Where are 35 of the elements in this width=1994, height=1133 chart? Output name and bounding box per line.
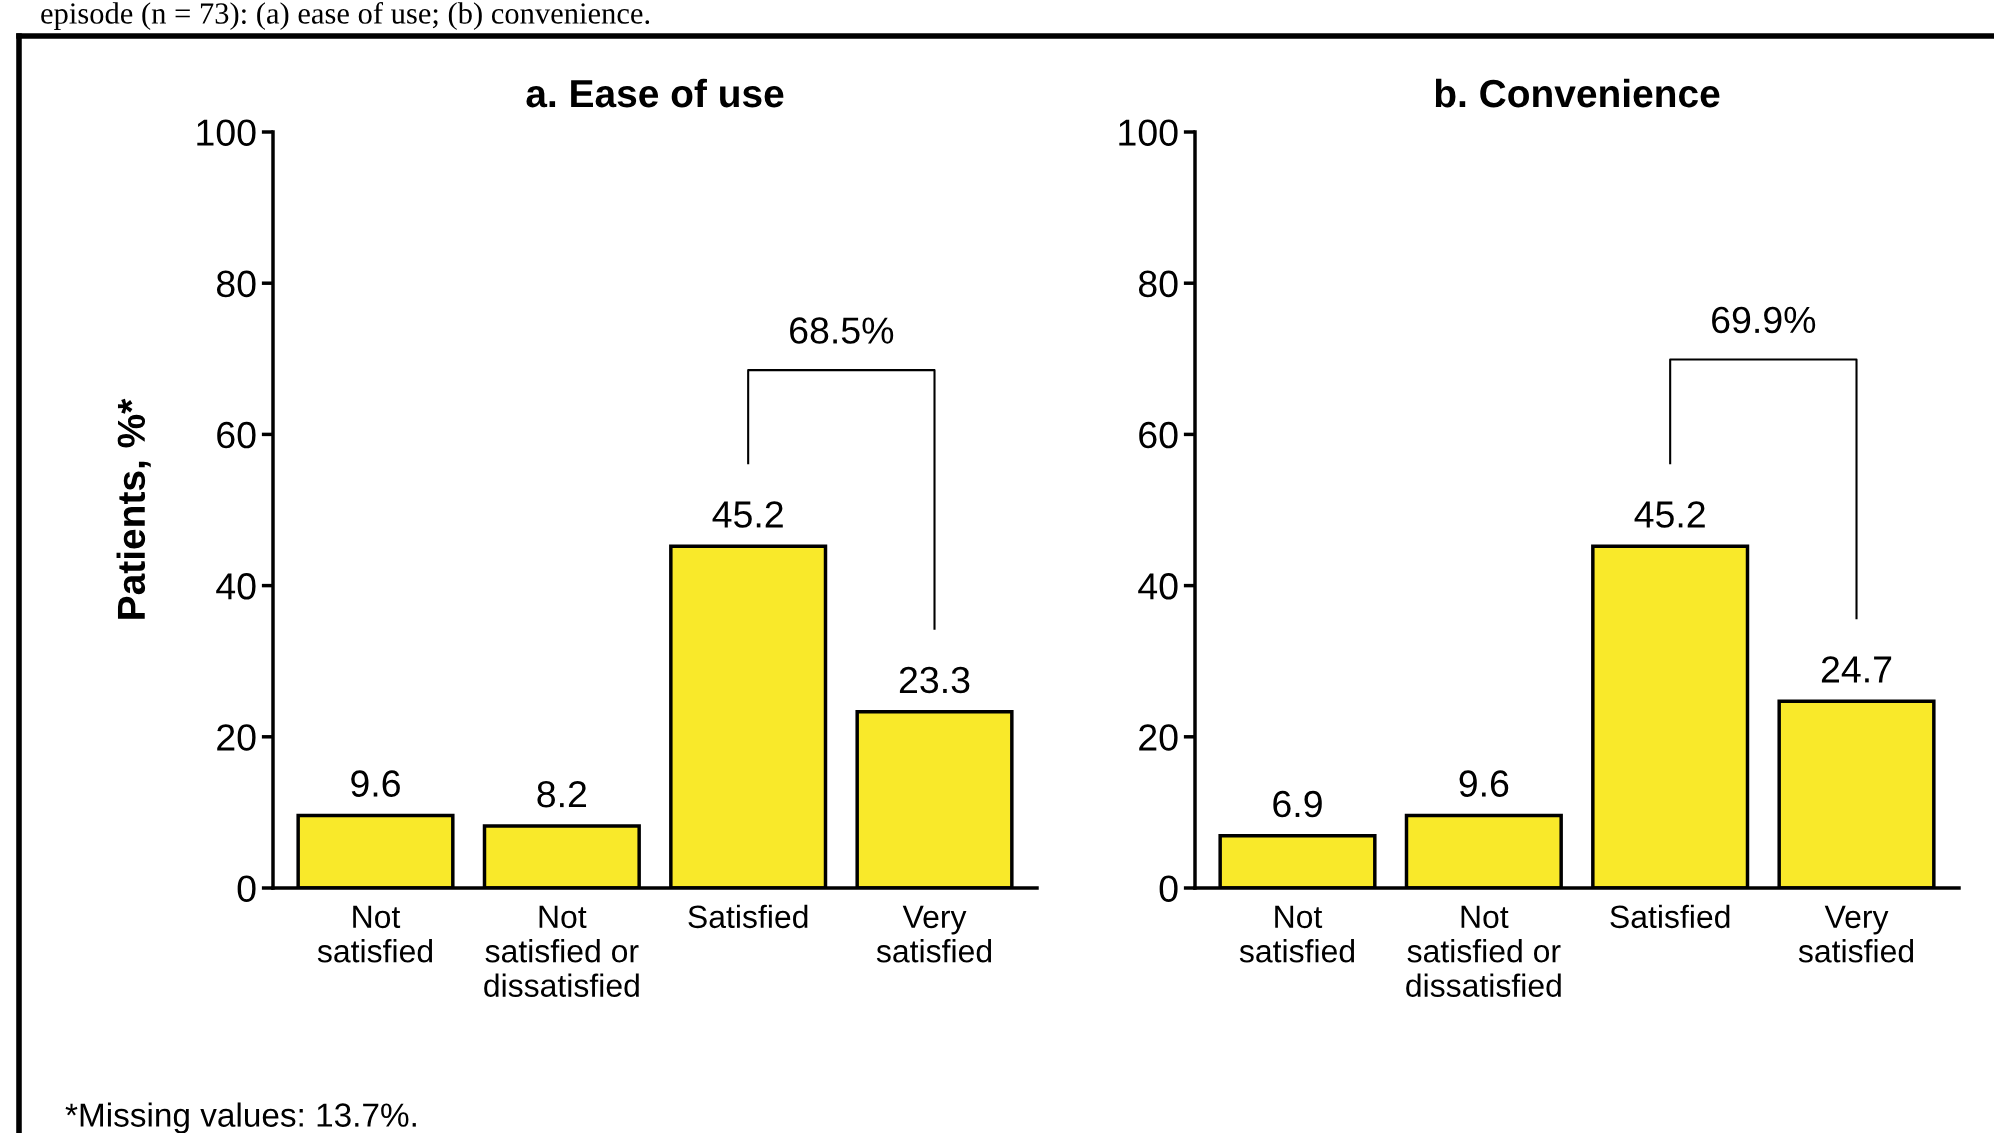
x-tick-label: Not satisfied or dissatisfied	[1406, 905, 1561, 997]
y-tick-label: 0	[237, 875, 256, 902]
y-tick-label: 0	[1159, 875, 1178, 902]
y-tick-label: 100	[1119, 119, 1178, 146]
y-axis-title: Patients, %*	[116, 398, 151, 619]
text: episode (n = 73): (a) ease of use; (b) convenience.	[41, 2, 650, 31]
x-tick-label: Satisfied	[1610, 904, 1730, 929]
y-tick-label: 100	[197, 119, 256, 146]
data-label: 45.2	[712, 501, 783, 528]
y-tick-label: 20	[1139, 724, 1178, 751]
y-tick-label: 60	[217, 421, 256, 449]
data-label: 9.6	[351, 770, 400, 797]
x-tick-label: Not satisfied	[317, 905, 433, 963]
y-tick-label: 60	[1139, 421, 1178, 449]
chart-title: b. Convenience	[1435, 78, 1720, 108]
annotation: 68.5%	[790, 317, 894, 344]
y-tick-label: 80	[1138, 270, 1178, 298]
x-tick-label: Very satisfied	[1798, 905, 1914, 963]
chart-title: a. Ease of use	[526, 78, 784, 108]
annotation: 69.9%	[1712, 306, 1816, 334]
data-label: 23.3	[899, 666, 970, 694]
data-label: 45.2	[1634, 501, 1705, 528]
y-tick-label: 40	[1138, 573, 1178, 600]
y-tick-label: 20	[217, 724, 256, 751]
text: *Missing values: 13.7%.	[65, 1102, 416, 1133]
data-label: 9.6	[1459, 770, 1509, 797]
data-label: 24.7	[1821, 656, 1892, 683]
y-tick-label: 40	[216, 573, 256, 600]
x-tick-label: Satisfied	[688, 904, 808, 929]
x-tick-label: Not satisfied or dissatisfied	[484, 905, 639, 997]
y-tick-label: 80	[216, 270, 256, 298]
data-label: 8.2	[537, 780, 587, 808]
x-tick-label: Not satisfied	[1239, 905, 1355, 963]
data-label: 6.9	[1273, 790, 1322, 818]
x-tick-label: Very satisfied	[876, 905, 992, 963]
